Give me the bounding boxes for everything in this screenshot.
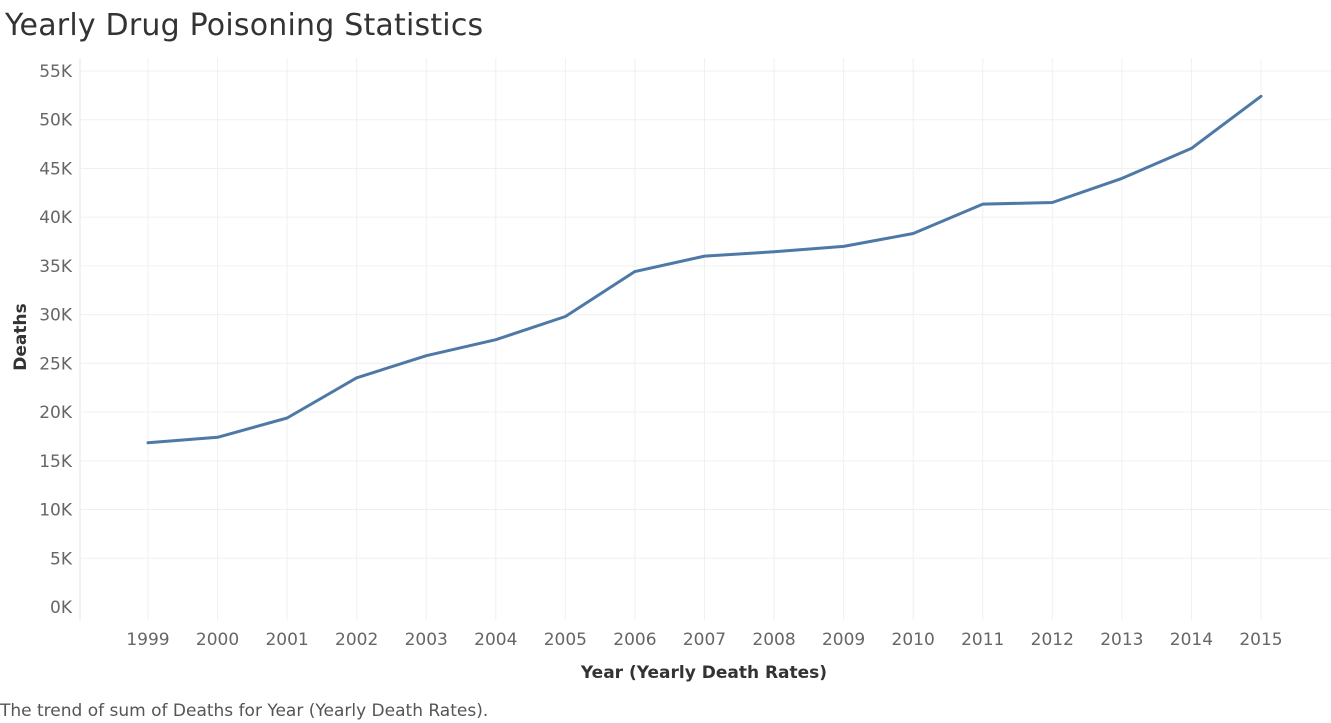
x-axis-ticks: 1999 2000 2001 2002 2003 2004 2005 2006 2007 2008… — [126, 630, 1282, 650]
x-tick-label: 2002 — [335, 630, 378, 650]
x-tick-label: 2001 — [265, 630, 308, 650]
y-tick-label: 15K — [39, 452, 73, 472]
gridlines — [79, 58, 1331, 620]
y-tick-label: 10K — [39, 501, 73, 521]
series-line — [146, 94, 1263, 445]
x-tick-label: 2007 — [683, 630, 726, 650]
x-tick-label: 2011 — [961, 630, 1004, 650]
x-tick-label: 2009 — [822, 630, 865, 650]
x-tick-label: 2006 — [613, 630, 656, 650]
y-tick-label: 30K — [39, 306, 73, 326]
y-tick-label: 45K — [39, 159, 73, 179]
y-tick-label: 40K — [39, 208, 73, 228]
x-tick-label: 2010 — [892, 630, 935, 650]
x-tick-label: 2014 — [1170, 630, 1213, 650]
x-tick-label: 2000 — [196, 630, 239, 650]
x-axis-title: Year (Yearly Death Rates) — [580, 663, 827, 683]
y-tick-label: 5K — [50, 549, 73, 569]
y-axis-ticks: 0K 5K 10K 15K 20K 25K 30K 35K 40K 45K 50K 55K — [39, 62, 73, 618]
chart-title: Yearly Drug Poisoning Statistics — [5, 8, 484, 43]
y-tick-label: 0K — [50, 598, 73, 618]
x-tick-label: 2008 — [752, 630, 795, 650]
x-tick-label: 2015 — [1239, 630, 1282, 650]
chart-caption: The trend of sum of Deaths for Year (Yea… — [0, 701, 489, 721]
y-tick-label: 25K — [39, 354, 73, 374]
y-tick-label: 35K — [39, 257, 73, 277]
x-tick-label: 2004 — [474, 630, 517, 650]
x-tick-label: 2003 — [405, 630, 448, 650]
x-tick-label: 2012 — [1031, 630, 1074, 650]
y-axis-title: Deaths — [11, 303, 31, 370]
x-tick-label: 2013 — [1100, 630, 1143, 650]
y-tick-label: 55K — [39, 62, 73, 82]
x-tick-label: 1999 — [126, 630, 169, 650]
y-tick-label: 50K — [39, 111, 73, 131]
x-tick-label: 2005 — [544, 630, 587, 650]
y-tick-label: 20K — [39, 403, 73, 423]
